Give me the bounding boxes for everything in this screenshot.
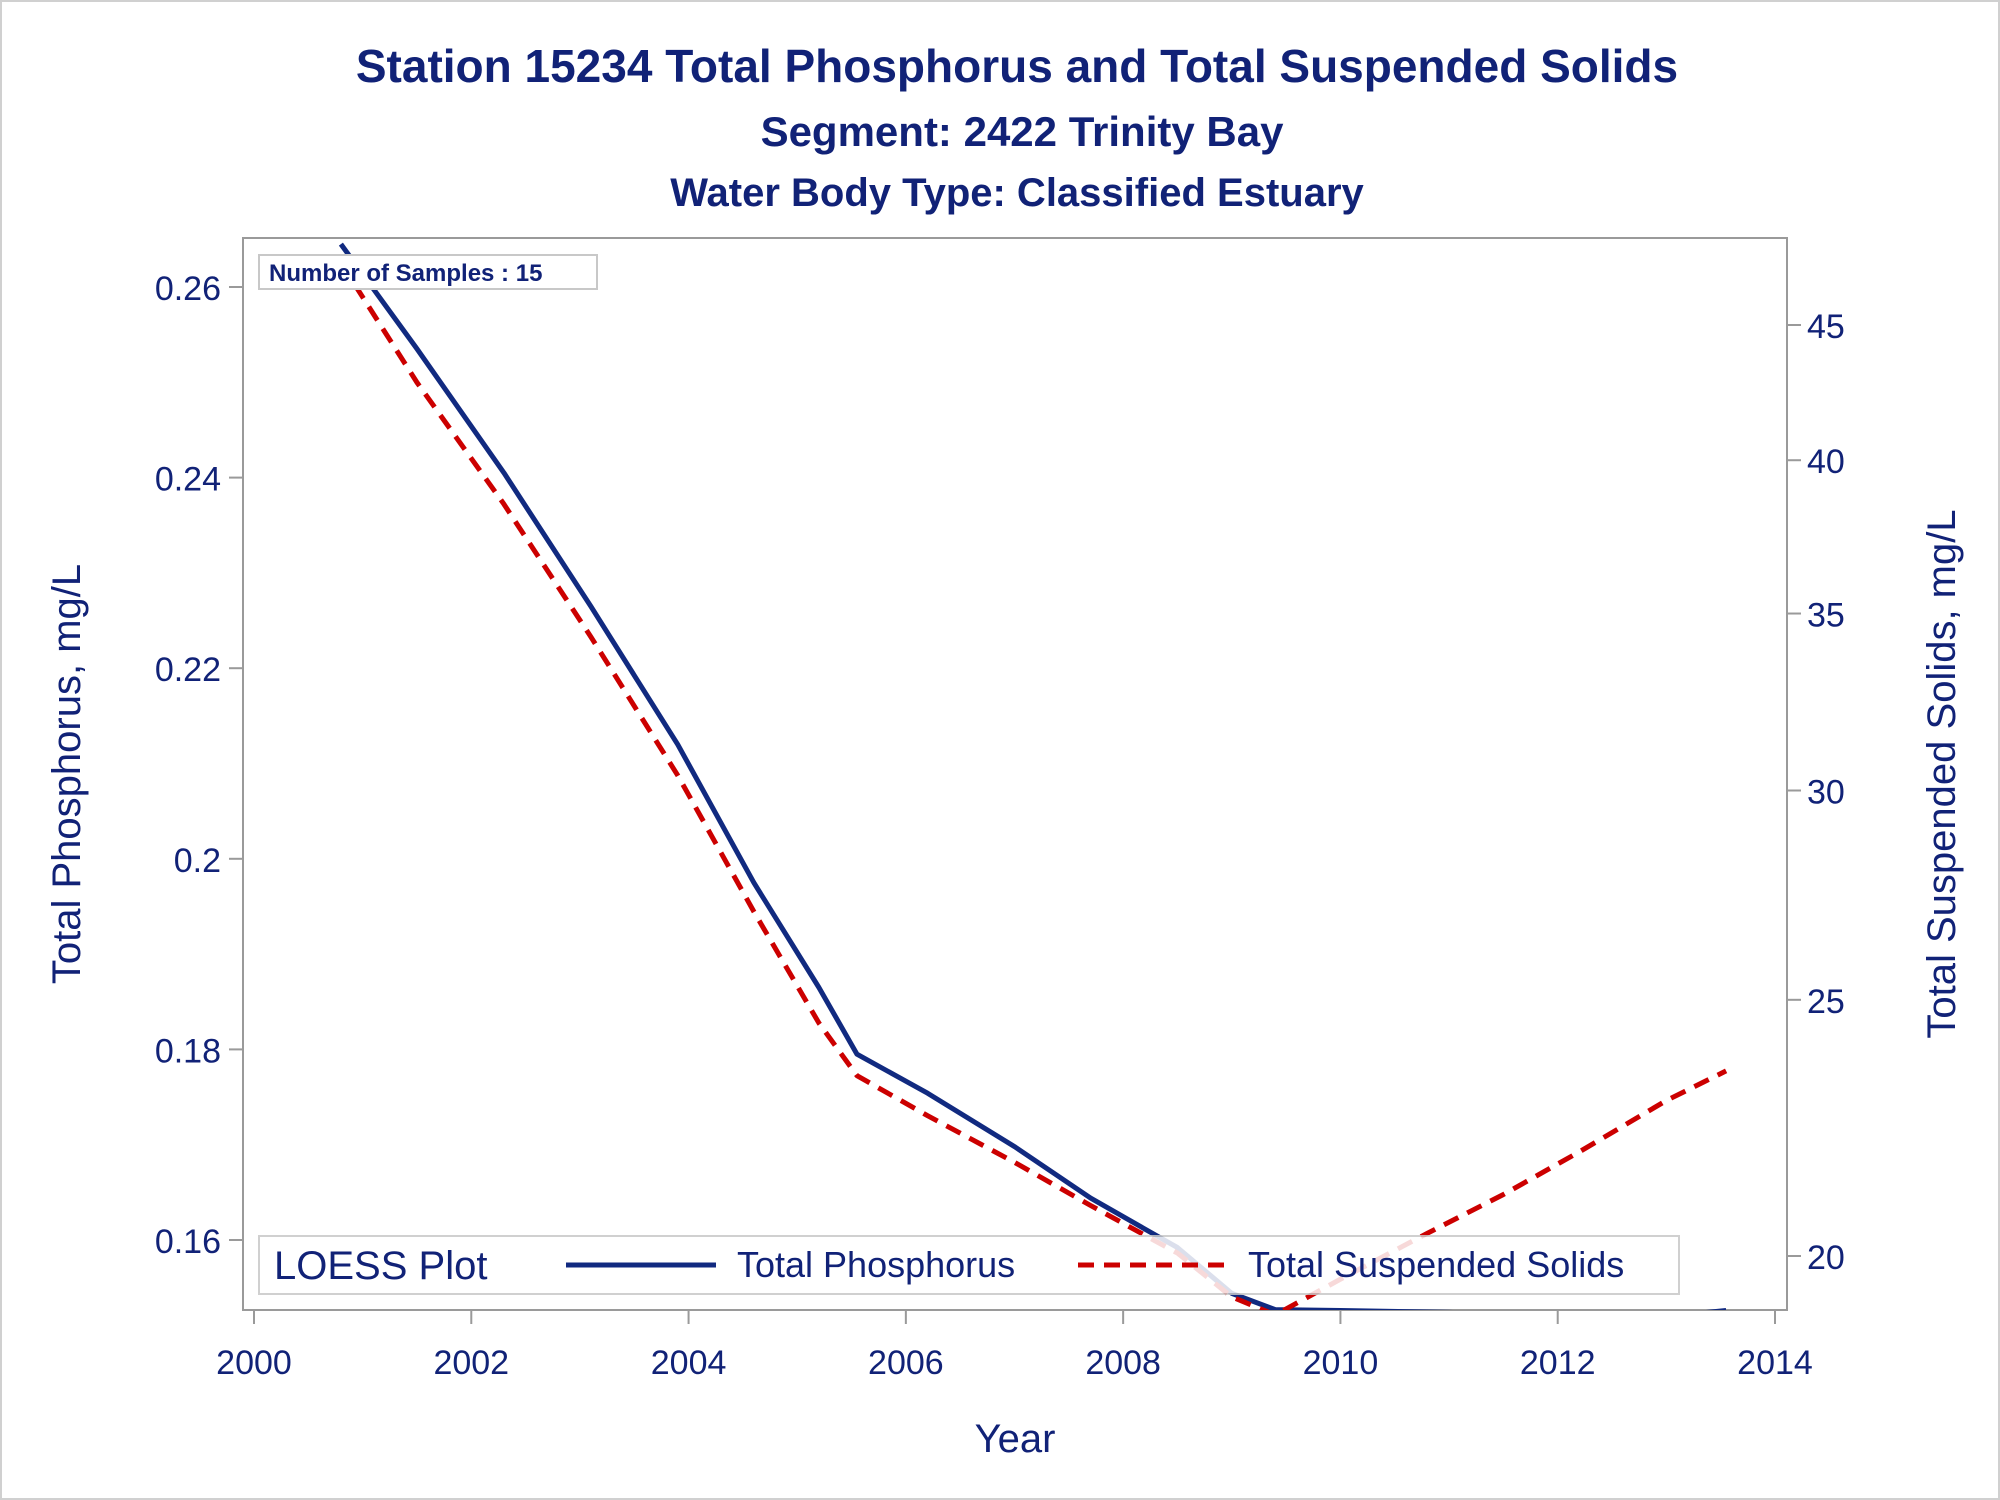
y2-tick-label: 45 — [1807, 308, 1845, 346]
y2-axis-label: Total Suspended Solids, mg/L — [1920, 509, 1964, 1038]
x-tick-label: 2010 — [1303, 1344, 1379, 1382]
series-line-total-phosphorus — [338, 242, 1727, 1310]
y-tick-label: 0.2 — [174, 842, 221, 880]
x-axis: 2000 2002 2004 2006 2008 2010 2012 2014 — [216, 1310, 1813, 1382]
y-tick-label: 0.16 — [155, 1223, 221, 1261]
legend-item-tss: Total Suspended Solids — [1248, 1244, 1624, 1285]
y-tick-label: 0.22 — [155, 651, 221, 689]
plot-area — [242, 237, 1788, 1311]
legend: LOESS Plot Total Phosphorus Total Suspen… — [258, 1235, 1680, 1295]
x-tick-label: 2002 — [433, 1344, 509, 1382]
y-tick-label: 0.18 — [155, 1032, 221, 1070]
chart-subtitle: Segment: 2422 Trinity Bay — [761, 108, 1285, 155]
x-tick-label: 2004 — [651, 1344, 727, 1382]
chart-subtitle-2: Water Body Type: Classified Estuary — [670, 171, 1364, 215]
left-axis: 0.16 0.18 0.2 0.22 0.24 0.26 — [155, 270, 243, 1261]
right-axis: 20 25 30 35 40 45 — [1787, 308, 1845, 1277]
y2-tick-label: 20 — [1807, 1239, 1845, 1277]
y-tick-label: 0.24 — [155, 461, 221, 499]
y2-tick-label: 30 — [1807, 774, 1845, 812]
x-tick-label: 2006 — [868, 1344, 944, 1382]
y2-tick-label: 40 — [1807, 443, 1845, 481]
y-tick-label: 0.26 — [155, 270, 221, 308]
chart-title: Station 15234 Total Phosphorus and Total… — [356, 40, 1678, 92]
x-tick-label: 2008 — [1085, 1344, 1161, 1382]
series-layer — [338, 242, 1728, 1310]
y2-tick-label: 35 — [1807, 597, 1845, 635]
y-axis-label: Total Phosphorus, mg/L — [45, 564, 89, 984]
x-tick-label: 2014 — [1737, 1344, 1813, 1382]
y2-tick-label: 25 — [1807, 983, 1845, 1021]
legend-title: LOESS Plot — [274, 1244, 487, 1288]
sample-count-text: Number of Samples : 15 — [269, 260, 542, 287]
legend-item-phosphorus: Total Phosphorus — [737, 1244, 1015, 1285]
series-line-total-suspended-solids — [338, 261, 1728, 1310]
sample-count-box: Number of Samples : 15 — [258, 254, 598, 290]
x-tick-label: 2000 — [216, 1344, 292, 1382]
x-tick-label: 2012 — [1520, 1344, 1596, 1382]
x-axis-label: Year — [975, 1417, 1056, 1461]
